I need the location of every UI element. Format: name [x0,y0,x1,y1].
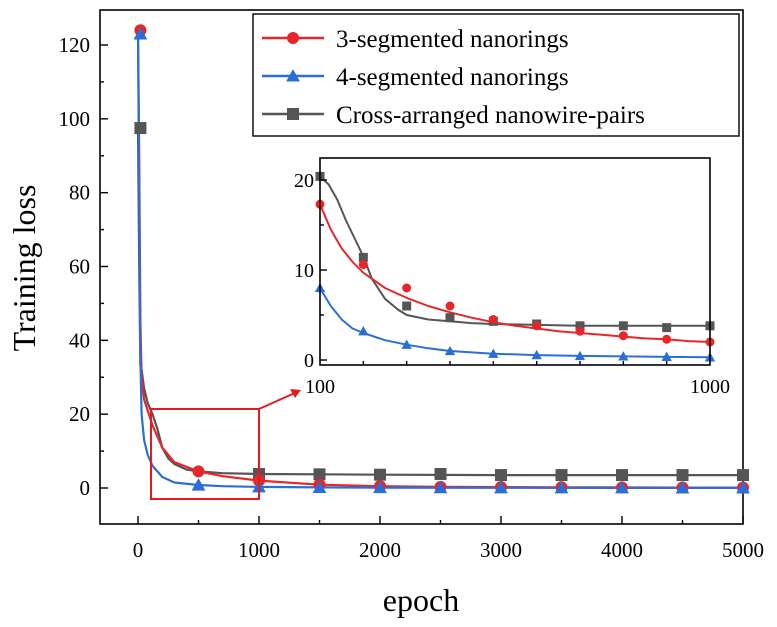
inset-data-point-3-segmented-nanorings [662,334,672,344]
legend-marker-cross-arranged-nanowire-pairs [287,108,299,120]
y-tick-label: 0 [80,476,91,500]
data-point-4-segmented-nanorings [736,481,750,494]
data-point-4-segmented-nanorings [433,480,448,494]
inset-data-point-4-segmented-nanorings [401,339,412,349]
data-point-4-segmented-nanorings [675,481,690,494]
data-point-cross-arranged-nanowire-pairs [134,122,147,135]
inset-y-tick-label: 0 [304,350,314,372]
series-line-4-segmented-nanorings [136,33,743,489]
data-point-4-segmented-nanorings [191,478,206,491]
inset-series-line-4-segmented-nanorings [319,287,711,359]
zoom-arrow-line [258,391,298,410]
inset-data-point-3-segmented-nanorings [488,315,498,324]
inset-data-point-4-segmented-nanorings [531,349,542,360]
inset-data-point-cross-arranged-nanowire-pairs [618,321,628,331]
inset-data-point-cross-arranged-nanowire-pairs [402,301,412,311]
inset-x-tick-label: 100 [305,376,335,398]
y-tick-label: 60 [69,255,90,279]
inset-data-point-cross-arranged-nanowire-pairs [358,252,368,262]
inset-data-point-cross-arranged-nanowire-pairs [445,313,455,323]
main-series-group [136,30,743,489]
data-point-3-segmented-nanorings [192,465,205,478]
legend-label: 3-segmented nanorings [336,26,569,53]
inset-data-point-cross-arranged-nanowire-pairs [575,321,585,331]
x-axis-title: epoch [383,582,459,618]
x-tick-label: 5000 [722,538,764,562]
data-point-cross-arranged-nanowire-pairs [616,469,628,482]
y-tick-label: 20 [69,402,90,426]
data-point-4-segmented-nanorings [615,480,629,494]
inset-frame [319,157,711,366]
data-point-cross-arranged-nanowire-pairs [434,467,447,480]
inset-data-point-3-segmented-nanorings [618,331,628,341]
legend-box [252,13,740,137]
x-tick-label: 4000 [601,538,643,562]
inset-y-tick-label: 10 [294,260,314,282]
y-tick-label: 100 [59,107,91,131]
x-tick-label: 1000 [238,538,280,562]
x-tick-label: 2000 [359,538,401,562]
inset-data-point-cross-arranged-nanowire-pairs [662,323,672,333]
inset-markers-group [314,171,716,362]
inset-y-tick-label: 20 [294,170,314,192]
inset-data-point-4-segmented-nanorings [618,351,629,361]
inset-data-point-3-segmented-nanorings [445,301,455,311]
legend-marker-3-segmented-nanorings [287,32,299,44]
inset-background [320,158,710,365]
inset-data-point-3-segmented-nanorings [358,260,368,270]
legend-label: Cross-arranged nanowire-pairs [336,102,645,129]
y-tick-label: 120 [59,33,91,57]
inset-data-point-4-segmented-nanorings [661,351,672,361]
x-tick-label: 3000 [480,538,522,562]
zoom-region-box [150,408,260,500]
data-point-4-segmented-nanorings [373,480,387,494]
x-tick-label: 0 [133,538,144,562]
inset-x-tick-label: 1000 [690,376,730,398]
y-tick-label: 80 [69,181,90,205]
data-point-cross-arranged-nanowire-pairs [676,469,689,482]
inset-data-point-3-segmented-nanorings [532,321,542,331]
y-tick-label: 40 [69,328,90,352]
legend: 3-segmented nanorings 4-segmented nanorin… [262,26,645,129]
data-point-cross-arranged-nanowire-pairs [495,469,507,482]
legend-marker-4-segmented-nanorings [286,69,300,82]
data-point-cross-arranged-nanowire-pairs [737,469,749,482]
inset-data-point-4-segmented-nanorings [574,350,586,361]
data-point-cross-arranged-nanowire-pairs [555,469,568,482]
data-point-4-segmented-nanorings [133,27,148,40]
data-point-cross-arranged-nanowire-pairs [374,468,386,481]
inset-data-point-3-segmented-nanorings [575,326,585,336]
data-point-cross-arranged-nanowire-pairs [313,468,326,481]
zoom-arrow-head [290,389,301,398]
inset-data-point-4-segmented-nanorings [488,348,499,358]
data-point-4-segmented-nanorings [554,480,569,494]
inset-data-point-4-segmented-nanorings [444,345,456,356]
data-point-4-segmented-nanorings [494,480,508,494]
inset-axes-group: 0 10 20 100 1000 [294,170,730,398]
legend-label: 4-segmented nanorings [336,64,569,91]
data-point-4-segmented-nanorings [312,480,327,493]
inset-data-point-3-segmented-nanorings [402,283,412,293]
y-axis-title: Training loss [6,185,42,352]
inset-data-point-4-segmented-nanorings [358,326,369,336]
